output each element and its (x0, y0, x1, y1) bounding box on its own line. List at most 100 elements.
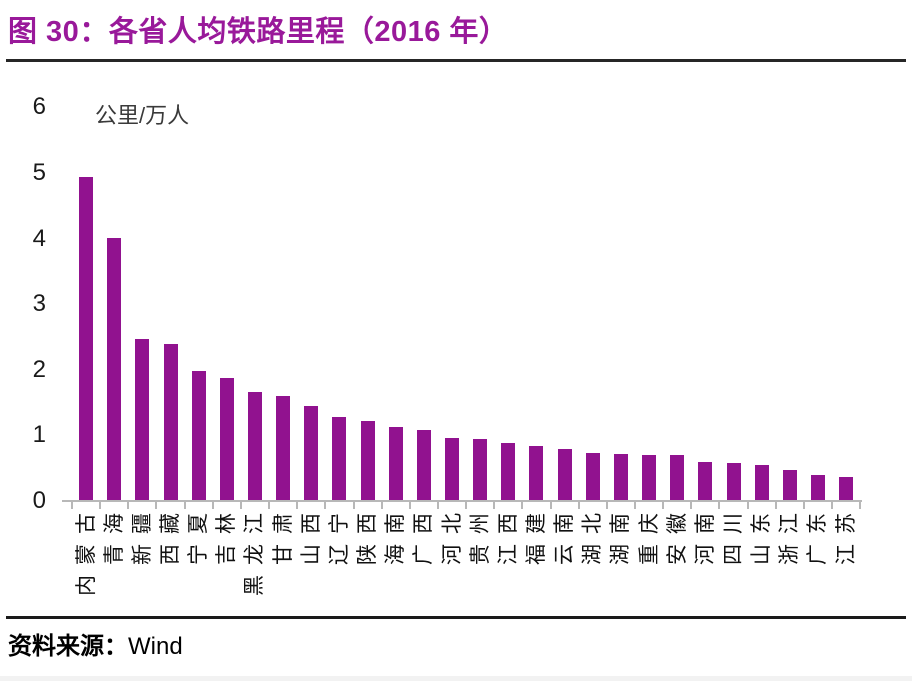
x-tick-mark (493, 501, 496, 509)
x-tick-mark (127, 501, 130, 509)
y-tick-label: 5 (32, 159, 46, 186)
bar-西藏 (163, 343, 178, 500)
x-label-山西: 山西 (299, 503, 323, 565)
bar-内蒙古 (79, 177, 94, 500)
bar-四川 (726, 463, 741, 500)
x-label-江苏: 江苏 (834, 503, 858, 565)
x-label-安徽: 安徽 (665, 503, 689, 565)
x-tick-mark (183, 501, 186, 509)
x-label-山东: 山东 (750, 503, 774, 565)
bar-陕西 (360, 420, 375, 500)
x-label-青海: 青海 (102, 503, 126, 565)
x-label-广西: 广西 (412, 503, 436, 565)
y-tick-label: 6 (32, 93, 46, 121)
x-tick-mark (211, 501, 214, 509)
x-label-新疆: 新疆 (130, 503, 154, 565)
x-label-宁夏: 宁夏 (187, 503, 211, 565)
bar-海南 (388, 426, 403, 500)
x-tick-mark (155, 501, 158, 509)
y-tick-label: 3 (32, 290, 46, 318)
bar-黑龙江 (247, 391, 262, 500)
x-label-湖北: 湖北 (581, 503, 605, 565)
x-label-河南: 河南 (693, 503, 717, 565)
x-tick-mark (408, 501, 411, 509)
x-tick-mark (465, 501, 468, 509)
x-label-河北: 河北 (440, 503, 464, 565)
x-tick-mark (802, 501, 805, 509)
x-label-内蒙古: 内蒙古 (74, 503, 98, 596)
y-tick-label: 2 (32, 355, 46, 383)
bar-辽宁 (332, 416, 347, 500)
source-label: 资料来源： (8, 634, 128, 660)
bar-重庆 (642, 454, 657, 500)
x-tick-mark (634, 501, 636, 509)
y-tick-label: 4 (32, 224, 46, 252)
y-axis-unit-label: 公里/万人 (95, 103, 190, 128)
bar-河北 (445, 438, 460, 500)
x-label-四川: 四川 (722, 503, 746, 565)
x-label-陕西: 陕西 (356, 503, 380, 565)
bar-新疆 (135, 339, 150, 500)
bar-chart: 公里/万人 0 1 2 3 4 5 6 内蒙古 青海 新疆 西藏 宁夏 吉林 黑龙江 甘肃 山西 辽宁 陕西 海南… (0, 70, 912, 615)
x-tick-mark (549, 501, 552, 509)
source-value: Wind (128, 633, 183, 660)
bar-湖北 (585, 452, 600, 500)
bar-江苏 (839, 477, 854, 500)
figure-title: 图 30：各省人均铁路里程（2016 年） (8, 16, 509, 48)
x-tick-mark (324, 501, 327, 509)
y-tick-label: 1 (32, 421, 46, 449)
bar-广东 (810, 475, 825, 500)
x-tick-mark (521, 501, 524, 509)
x-label-重庆: 重庆 (637, 503, 661, 565)
title-divider (6, 59, 906, 62)
bar-福建 (529, 445, 544, 500)
bar-山西 (304, 405, 319, 500)
x-tick-mark (577, 501, 580, 509)
x-label-江西: 江西 (496, 503, 520, 565)
x-tick-mark (71, 501, 73, 509)
x-tick-mark (99, 501, 102, 509)
bar-广西 (416, 429, 431, 500)
bar-安徽 (670, 455, 685, 500)
x-label-广东: 广东 (806, 503, 830, 565)
footer-divider (6, 616, 906, 619)
bar-湖南 (613, 454, 628, 500)
x-label-甘肃: 甘肃 (271, 503, 295, 565)
x-tick-mark (662, 501, 665, 509)
x-tick-mark (352, 501, 355, 509)
x-tick-mark (774, 501, 777, 509)
source-line: 资料来源：Wind (8, 626, 183, 661)
x-label-黑龙江: 黑龙江 (243, 503, 267, 596)
x-label-贵州: 贵州 (468, 503, 492, 565)
x-tick-mark (831, 501, 834, 509)
x-label-吉林: 吉林 (215, 503, 239, 565)
x-tick-mark (690, 501, 693, 509)
x-tick-mark (718, 501, 721, 509)
x-tick-mark (239, 501, 242, 509)
bottom-band (0, 676, 912, 681)
bar-青海 (107, 238, 122, 500)
x-axis-line (62, 500, 862, 502)
y-tick-label: 0 (32, 487, 46, 514)
x-label-福建: 福建 (524, 503, 548, 565)
bar-山东 (754, 464, 769, 500)
x-tick-mark (436, 501, 439, 509)
x-tick-mark (605, 501, 608, 509)
x-tick-mark (380, 501, 383, 509)
bar-贵州 (473, 438, 488, 500)
x-label-湖南: 湖南 (609, 503, 633, 565)
bar-云南 (557, 449, 572, 500)
x-tick-mark (859, 501, 862, 509)
bar-江西 (501, 442, 516, 500)
x-tick-mark (746, 501, 749, 509)
x-tick-mark (268, 501, 271, 509)
bar-浙江 (782, 469, 797, 500)
x-label-西藏: 西藏 (159, 503, 183, 565)
bar-宁夏 (191, 371, 206, 500)
bar-甘肃 (276, 396, 291, 500)
bar-吉林 (219, 377, 234, 500)
bar-河南 (698, 461, 713, 500)
x-label-辽宁: 辽宁 (327, 503, 351, 565)
x-label-云南: 云南 (553, 503, 577, 565)
